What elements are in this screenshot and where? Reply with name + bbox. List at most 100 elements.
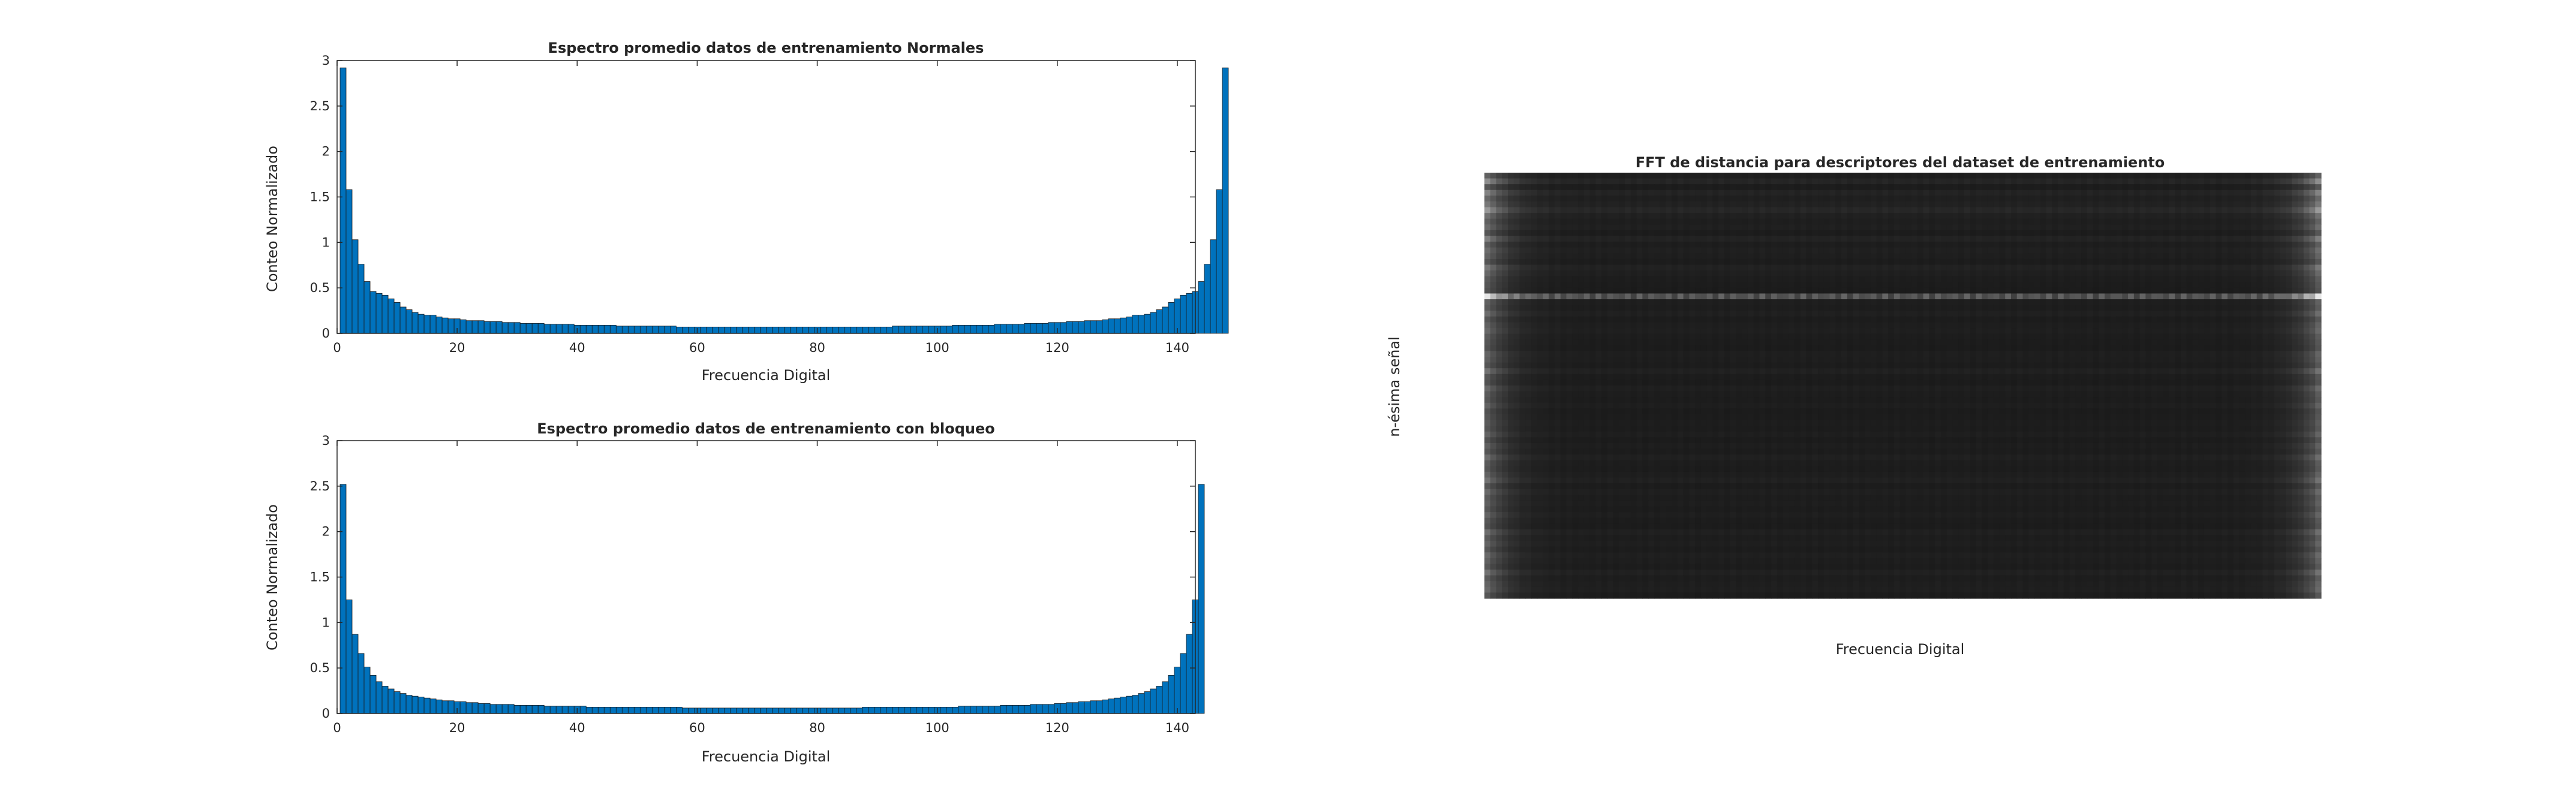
heatmap-cell [1747, 316, 1754, 323]
heatmap-cell [1736, 224, 1742, 231]
heatmap-cell [2239, 293, 2246, 300]
heatmap-cell [2274, 345, 2281, 352]
heatmap-cell [2216, 282, 2222, 288]
heatmap-cell [1619, 316, 1625, 323]
heatmap-cell [1660, 345, 1667, 352]
bar [1132, 315, 1139, 334]
heatmap-cell [1841, 293, 1848, 300]
heatmap-cell [2280, 230, 2287, 237]
heatmap-cell [2250, 339, 2258, 346]
heatmap-cell [1513, 345, 1520, 352]
heatmap-cell [2292, 316, 2298, 323]
heatmap-cell [2262, 224, 2269, 231]
heatmap-cell [1759, 333, 1766, 340]
heatmap-cell [2099, 316, 2105, 323]
heatmap-cell [2210, 258, 2217, 266]
heatmap-cell [2022, 253, 2029, 260]
heatmap-cell [2075, 345, 2082, 352]
heatmap-cell [2222, 178, 2228, 185]
heatmap-cell [1613, 328, 1619, 335]
heatmap-cell [1613, 276, 1619, 282]
heatmap-cell [1777, 351, 1784, 357]
heatmap-cell [1625, 253, 1631, 260]
heatmap-cell [1490, 333, 1497, 340]
heatmap-cell [1607, 218, 1614, 225]
heatmap-cell [1859, 316, 1865, 323]
heatmap-cell [2087, 218, 2094, 225]
heatmap-cell [1742, 311, 1748, 317]
heatmap-cell [2250, 258, 2258, 266]
heatmap-cell [1911, 316, 1918, 323]
heatmap-cell [1555, 253, 1561, 260]
bar [832, 326, 838, 334]
heatmap-cell [1607, 351, 1614, 357]
heatmap-cell [2110, 328, 2117, 335]
heatmap-cell [1958, 236, 1965, 242]
heatmap-cell [2192, 287, 2199, 294]
heatmap-cell [2256, 195, 2264, 202]
heatmap-cell [2204, 201, 2211, 208]
heatmap-cell [1531, 213, 1538, 219]
heatmap-cell [2268, 224, 2275, 231]
heatmap-cell [1566, 322, 1573, 329]
heatmap-cell [1700, 224, 1708, 231]
heatmap-cell [1619, 299, 1625, 306]
heatmap-cell [2192, 311, 2199, 317]
heatmap-cell [1666, 287, 1672, 294]
heatmap-cell [1888, 195, 1895, 202]
heatmap-cell [1566, 253, 1573, 260]
heatmap-cell [2063, 345, 2070, 352]
heatmap-cell [2297, 276, 2304, 282]
heatmap-cell [2186, 242, 2193, 248]
heatmap-cell [1929, 253, 1935, 260]
heatmap-cell [2122, 236, 2129, 242]
heatmap-cell [1642, 236, 1649, 242]
heatmap-cell [1964, 247, 1971, 254]
heatmap-cell [2309, 305, 2316, 311]
heatmap-cell [2069, 258, 2076, 266]
heatmap-cell [1525, 178, 1532, 185]
heatmap-cell [1700, 218, 1708, 225]
heatmap-cell [1666, 230, 1672, 237]
heatmap-cell [1583, 207, 1591, 213]
heatmap-cell [1630, 247, 1637, 254]
heatmap-cell [1841, 242, 1848, 248]
heatmap-cell [1683, 173, 1690, 179]
heatmap-cell [1630, 178, 1637, 185]
heatmap-cell [1999, 270, 2006, 277]
heatmap-cell [1666, 339, 1672, 346]
heatmap-cell [1976, 236, 1982, 242]
heatmap-cell [1543, 189, 1549, 196]
heatmap-cell [1818, 328, 1824, 335]
heatmap-cell [2204, 339, 2211, 346]
bar [952, 706, 959, 714]
heatmap-cell [1578, 264, 1585, 271]
heatmap-cell [1712, 178, 1719, 185]
heatmap-cell [1654, 328, 1661, 335]
heatmap-cell [1712, 258, 1719, 266]
heatmap-cell [2175, 173, 2181, 179]
heatmap-cell [2052, 287, 2058, 294]
heatmap-cell [1888, 282, 1895, 288]
heatmap-cell [2099, 242, 2105, 248]
heatmap-cell [1929, 213, 1935, 219]
heatmap-cell [1595, 184, 1602, 191]
bar [730, 326, 737, 334]
heatmap-cell [2028, 316, 2035, 323]
heatmap-cell [1555, 322, 1561, 329]
heatmap-cell [2233, 270, 2240, 277]
heatmap-cell [1718, 258, 1725, 266]
heatmap-cell [2128, 195, 2135, 202]
heatmap-cell [1572, 230, 1579, 237]
heatmap-cell [2245, 322, 2252, 329]
heatmap-cell [2081, 173, 2088, 179]
heatmap-cell [1718, 270, 1725, 277]
heatmap-cell [1648, 230, 1655, 237]
heatmap-cell [2116, 253, 2123, 260]
heatmap-cell [1765, 247, 1772, 254]
heatmap-cell [1549, 328, 1555, 335]
heatmap-cell [2105, 305, 2111, 311]
heatmap-cell [1958, 189, 1965, 196]
heatmap-cell [1648, 276, 1655, 282]
heatmap-cell [1654, 293, 1661, 300]
